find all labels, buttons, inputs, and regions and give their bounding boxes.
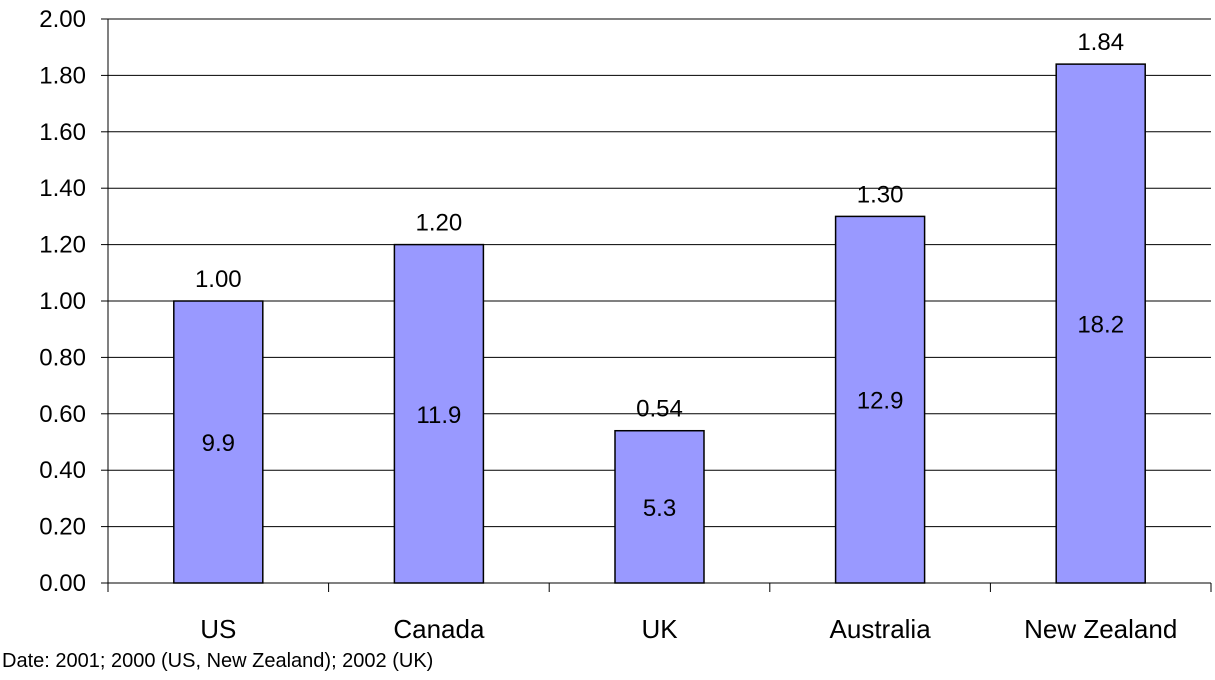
y-tick-label: 0.00 — [39, 570, 86, 597]
bar-inner-label: 12.9 — [857, 388, 904, 415]
bar-value-label: 0.54 — [636, 396, 683, 423]
y-tick-label: 1.60 — [39, 119, 86, 146]
date-footnote: Date: 2001; 2000 (US, New Zealand); 2002… — [2, 650, 434, 672]
bar — [834, 215, 926, 584]
x-tick-label: Australia — [830, 614, 932, 644]
y-tick-label: 1.00 — [39, 288, 86, 315]
y-tick-label: 0.40 — [39, 457, 86, 484]
y-tick-label: 1.80 — [39, 62, 86, 89]
bar-inner-label: 18.2 — [1077, 312, 1124, 339]
bars: 1.00 9.9 1.20 11.9 0.54 5.3 1.30 12.9 1.84 18.2 — [173, 29, 1146, 584]
y-tick-label: 0.20 — [39, 514, 86, 541]
y-tick-label: 1.40 — [39, 175, 86, 202]
bar — [1055, 63, 1146, 584]
bar — [393, 243, 485, 584]
bar — [614, 429, 705, 584]
x-tick-label: US — [200, 614, 236, 644]
gridlines — [108, 18, 1211, 584]
x-tick-label: New Zealand — [1024, 614, 1177, 644]
bar-inner-label: 11.9 — [416, 402, 461, 429]
y-tick-label: 1.20 — [39, 232, 86, 259]
y-tick-label: 0.80 — [39, 344, 86, 371]
y-tick-label: 0.60 — [39, 401, 86, 428]
bar-inner-label: 5.3 — [643, 495, 676, 522]
bar-value-label: 1.00 — [195, 266, 242, 293]
x-tick-label: UK — [641, 614, 678, 644]
x-axis: US Canada UK Australia New Zealand — [107, 582, 1212, 644]
x-tick-label: Canada — [393, 614, 485, 644]
bar-value-label: 1.20 — [416, 210, 463, 237]
bar-value-label: 1.84 — [1077, 29, 1124, 56]
bar — [173, 300, 264, 584]
bar-inner-label: 9.9 — [202, 430, 235, 457]
bar-chart: 0.00 0.20 0.40 0.60 0.80 1.00 1.20 1.40 1.60 1.80… — [39, 6, 1212, 644]
bar-value-label: 1.30 — [857, 181, 904, 208]
y-tick-label: 2.00 — [39, 6, 86, 33]
y-axis: 0.00 0.20 0.40 0.60 0.80 1.00 1.20 1.40 1.60 1.80… — [39, 6, 109, 597]
